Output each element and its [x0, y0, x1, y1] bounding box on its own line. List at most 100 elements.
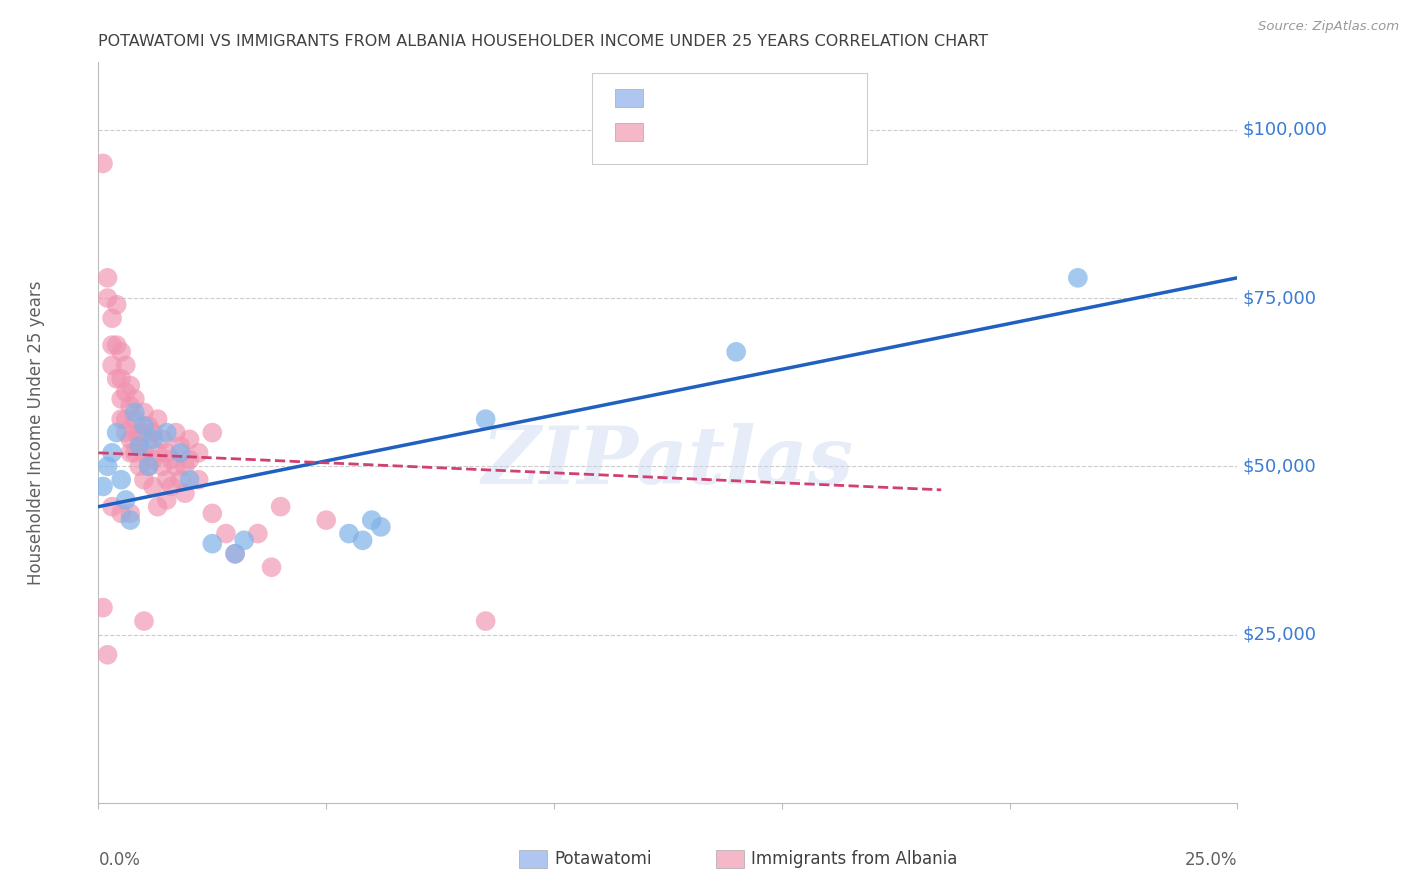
Text: N =: N =	[751, 88, 799, 106]
Point	[360, 513, 382, 527]
Point	[246, 526, 269, 541]
Text: 76: 76	[807, 122, 831, 140]
Point	[96, 291, 118, 305]
Point	[96, 459, 118, 474]
Point	[474, 614, 496, 628]
Point	[725, 344, 748, 359]
Point	[1067, 270, 1090, 285]
Point	[128, 439, 150, 453]
Text: Immigrants from Albania: Immigrants from Albania	[751, 850, 957, 868]
Text: $75,000: $75,000	[1243, 289, 1317, 307]
Point	[101, 500, 124, 514]
Point	[146, 412, 169, 426]
Text: ZIPatlas: ZIPatlas	[482, 424, 853, 501]
Point	[91, 600, 114, 615]
Point	[337, 526, 360, 541]
Point	[114, 412, 136, 426]
Point	[233, 533, 256, 548]
Point	[101, 446, 124, 460]
Point	[174, 459, 197, 474]
Point	[124, 446, 146, 460]
Point	[150, 459, 173, 474]
Point	[165, 459, 187, 474]
Point	[132, 405, 155, 419]
Point	[224, 547, 246, 561]
Point	[110, 473, 132, 487]
Point	[138, 433, 160, 447]
Text: -0.030: -0.030	[695, 122, 755, 140]
Point	[156, 492, 179, 507]
Text: $25,000: $25,000	[1243, 625, 1317, 643]
Point	[156, 473, 179, 487]
Point	[132, 425, 155, 440]
Text: R =: R =	[652, 122, 689, 140]
Point	[124, 412, 146, 426]
Point	[370, 520, 392, 534]
Point	[114, 492, 136, 507]
Point	[128, 459, 150, 474]
Point	[101, 311, 124, 326]
Point	[114, 385, 136, 400]
Text: 0.393: 0.393	[695, 88, 748, 106]
Point	[179, 473, 201, 487]
Point	[146, 500, 169, 514]
Point	[260, 560, 283, 574]
Point	[132, 473, 155, 487]
Point	[169, 446, 191, 460]
Point	[142, 452, 165, 467]
Text: Source: ZipAtlas.com: Source: ZipAtlas.com	[1258, 20, 1399, 33]
Point	[91, 479, 114, 493]
Point	[142, 425, 165, 440]
Text: 25: 25	[807, 88, 831, 106]
Point	[474, 412, 496, 426]
Point	[224, 547, 246, 561]
Point	[142, 433, 165, 447]
Point	[187, 446, 209, 460]
Text: $100,000: $100,000	[1243, 120, 1327, 139]
Text: Potawatomi: Potawatomi	[554, 850, 651, 868]
Point	[174, 486, 197, 500]
Text: 0.0%: 0.0%	[98, 851, 141, 869]
Point	[91, 156, 114, 170]
Point	[138, 459, 160, 474]
Point	[101, 359, 124, 373]
Point	[160, 479, 183, 493]
Point	[160, 452, 183, 467]
Point	[169, 473, 191, 487]
Point	[187, 473, 209, 487]
Point	[120, 446, 142, 460]
Point	[179, 433, 201, 447]
Point	[169, 439, 191, 453]
Point	[201, 425, 224, 440]
Point	[128, 439, 150, 453]
Text: Householder Income Under 25 years: Householder Income Under 25 years	[27, 280, 45, 585]
Point	[96, 270, 118, 285]
Point	[124, 405, 146, 419]
Point	[105, 372, 128, 386]
Text: N =: N =	[751, 122, 799, 140]
Point	[105, 425, 128, 440]
Point	[114, 359, 136, 373]
Point	[120, 507, 142, 521]
Point	[105, 338, 128, 352]
Point	[138, 418, 160, 433]
Point	[120, 399, 142, 413]
Point	[138, 459, 160, 474]
Point	[120, 433, 142, 447]
Text: POTAWATOMI VS IMMIGRANTS FROM ALBANIA HOUSEHOLDER INCOME UNDER 25 YEARS CORRELAT: POTAWATOMI VS IMMIGRANTS FROM ALBANIA HO…	[98, 34, 988, 49]
Point	[105, 298, 128, 312]
Point	[110, 507, 132, 521]
Point	[201, 507, 224, 521]
Point	[132, 418, 155, 433]
Point	[101, 338, 124, 352]
Point	[270, 500, 292, 514]
Point	[201, 536, 224, 550]
Point	[132, 446, 155, 460]
Point	[352, 533, 374, 548]
Point	[128, 425, 150, 440]
Point	[124, 392, 146, 406]
Point	[120, 378, 142, 392]
Point	[142, 479, 165, 493]
Point	[165, 425, 187, 440]
Point	[124, 425, 146, 440]
